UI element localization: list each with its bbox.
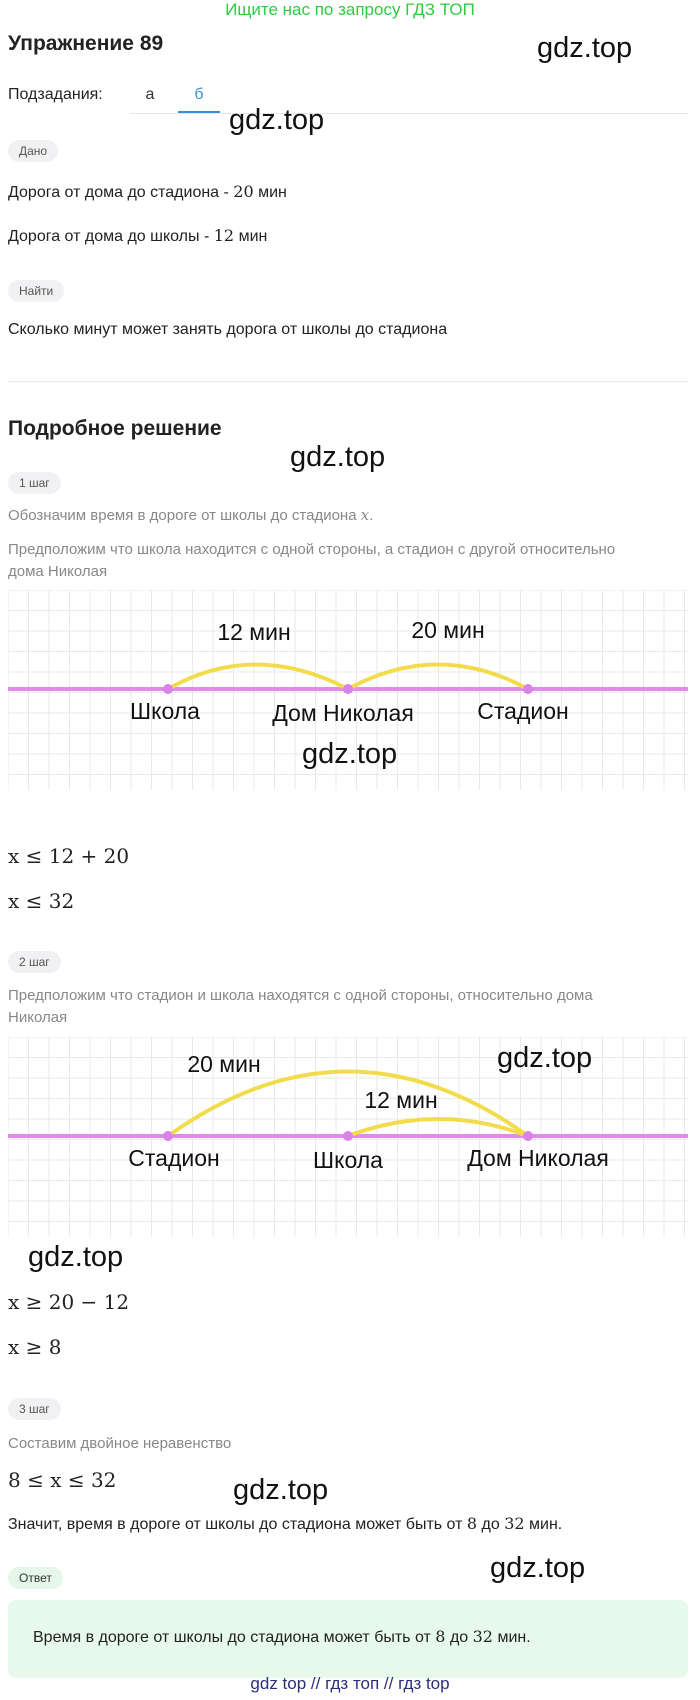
tabs-divider <box>130 113 688 114</box>
step-2-math-1: x ≥ 20 − 12 <box>8 1290 130 1314</box>
arc-label-1: 12 мин <box>217 619 290 645</box>
solution-title: Подробное решение <box>8 417 222 440</box>
step-1-math-2: x ≤ 32 <box>8 889 75 913</box>
given-line-1: Дорога от дома до стадиона - 20 мин <box>8 182 287 201</box>
arc-12 <box>347 1117 529 1138</box>
watermark: gdz.top <box>290 441 386 473</box>
page-title: Упражнение 89 <box>8 32 164 55</box>
watermark: gdz.top <box>28 1241 124 1273</box>
active-tab-indicator <box>178 111 220 113</box>
point-label-1: Стадион <box>128 1145 219 1171</box>
step-3-text: Составим двойное неравенство <box>8 1435 232 1452</box>
given-badge: Дано <box>8 140 59 162</box>
find-text: Сколько минут может занять дорога от шко… <box>8 321 448 338</box>
point-home <box>523 1131 533 1141</box>
given-line-2: Дорога от дома до школы - 12 мин <box>8 226 268 245</box>
step-1-diagram: 12 мин 20 мин Школа Дом Николая Стадион <box>8 590 688 790</box>
step-2-badge: 2 шаг <box>8 951 61 973</box>
step-3-math: 8 ≤ x ≤ 32 <box>8 1468 117 1492</box>
arc-label-2: 20 мин <box>411 617 484 643</box>
answer-text: Время в дороге от школы до стадиона може… <box>33 1627 531 1646</box>
watermark: gdz.top <box>497 1042 593 1074</box>
arc-20 <box>166 1069 530 1138</box>
answer-box <box>8 1600 688 1678</box>
point-label-3: Стадион <box>477 698 568 724</box>
step-1-assumption: Предположим что школа находится с одной … <box>8 541 616 580</box>
point-home <box>343 684 353 694</box>
step-1-math-1: x ≤ 12 + 20 <box>8 844 130 868</box>
point-school <box>163 684 173 694</box>
top-banner: Ищите нас по запросу ГДЗ ТОП <box>225 0 475 19</box>
watermark: gdz.top <box>490 1552 586 1584</box>
conclusion: Значит, время в дороге от школы до стади… <box>8 1514 563 1533</box>
step-1-text: Обозначим время в дороге от школы до ста… <box>8 506 374 524</box>
section-divider <box>8 381 688 382</box>
step-2-text: Предположим что стадион и школа находятс… <box>8 987 593 1026</box>
arc-12 <box>167 662 349 691</box>
point-label-3: Дом Николая <box>467 1145 609 1171</box>
step-2-math-2: x ≥ 8 <box>8 1335 62 1359</box>
step-2-diagram: 20 мин 12 мин Стадион Школа Дом Николая <box>8 1037 688 1237</box>
answer-badge: Ответ <box>8 1567 63 1589</box>
watermark: gdz.top <box>229 104 325 136</box>
subtasks-label: Подзадания: <box>8 86 103 103</box>
point-school <box>343 1131 353 1141</box>
tab-b[interactable]: б <box>194 86 204 103</box>
arc-label-2: 12 мин <box>364 1087 437 1113</box>
watermark: gdz.top <box>302 738 398 770</box>
step-1-badge: 1 шаг <box>8 472 61 494</box>
point-stadium <box>523 684 533 694</box>
footer-links[interactable]: gdz top // гдз топ // гдз top <box>250 1674 450 1693</box>
arc-20 <box>347 662 529 691</box>
watermark: gdz.top <box>233 1474 329 1506</box>
point-label-2: Школа <box>313 1147 383 1173</box>
watermark: gdz.top <box>537 32 633 64</box>
point-label-2: Дом Николая <box>272 700 414 726</box>
point-label-1: Школа <box>130 698 200 724</box>
find-badge: Найти <box>8 280 65 302</box>
point-stadium <box>163 1131 173 1141</box>
tab-a[interactable]: а <box>145 86 155 103</box>
step-3-badge: 3 шаг <box>8 1398 61 1420</box>
arc-label-1: 20 мин <box>187 1051 260 1077</box>
